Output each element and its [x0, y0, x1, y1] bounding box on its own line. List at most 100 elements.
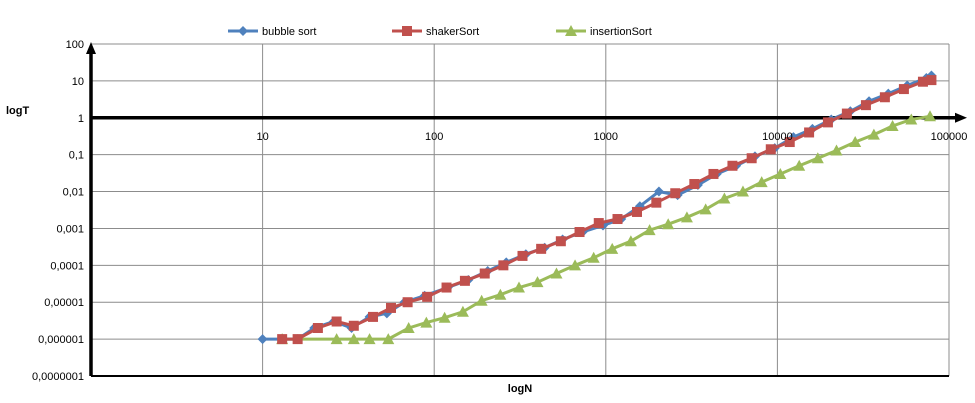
data-point	[368, 311, 379, 322]
data-point	[793, 159, 806, 171]
data-point	[292, 334, 303, 345]
y-tick-label: 1	[78, 113, 84, 125]
data-point	[727, 160, 738, 171]
data-point	[385, 302, 396, 313]
data-point	[498, 260, 509, 271]
data-point	[456, 305, 469, 317]
data-point	[624, 235, 637, 247]
data-point	[531, 276, 544, 288]
y-tick-label: 0,001	[56, 223, 84, 235]
data-point	[382, 333, 395, 345]
x-tick-label: 100	[425, 131, 443, 143]
data-point	[905, 113, 918, 125]
data-point	[924, 110, 937, 122]
legend-label: shakerSort	[426, 26, 479, 38]
y-axis-arrow	[86, 42, 96, 54]
data-point	[879, 92, 890, 103]
grid	[91, 43, 950, 377]
data-point	[811, 152, 824, 164]
data-point	[438, 311, 451, 323]
series-shakersort	[277, 75, 937, 345]
x-axis-arrow	[955, 112, 967, 123]
legend-label: bubble sort	[262, 26, 316, 38]
data-point	[593, 218, 604, 229]
data-point	[917, 76, 928, 87]
data-point	[830, 144, 843, 156]
data-point	[512, 281, 525, 293]
legend-label: insertionSort	[590, 26, 652, 38]
data-point	[718, 192, 731, 204]
y-tick-label: 0,00001	[44, 297, 84, 309]
data-point	[708, 168, 719, 179]
series-bubble-sort	[257, 70, 937, 345]
data-point	[841, 108, 852, 119]
data-point	[277, 334, 288, 345]
data-point	[774, 167, 787, 179]
axes	[86, 42, 967, 377]
data-point	[587, 251, 600, 263]
tick-labels: 100 10 1 0,1 0,01 0,001 0,0001 0,00001 0,000001 0…	[32, 39, 967, 383]
legend-item: insertionSort	[556, 25, 652, 38]
data-point	[804, 127, 815, 138]
data-point	[331, 316, 342, 327]
data-point	[347, 333, 360, 345]
x-tick-label: 10000	[762, 131, 793, 143]
data-point	[784, 137, 795, 148]
legend-item: shakerSort	[392, 26, 479, 38]
data-point	[420, 316, 433, 328]
data-point	[898, 84, 909, 95]
y-tick-label: 0,0000001	[32, 371, 84, 383]
data-point	[849, 136, 862, 148]
data-point	[612, 214, 623, 225]
data-point	[755, 176, 768, 188]
data-point	[422, 291, 433, 302]
legend: bubble sort shakerSort insertionSort	[228, 25, 652, 38]
data-point	[886, 119, 899, 131]
data-point	[479, 268, 490, 279]
data-point	[606, 242, 619, 254]
data-point	[348, 320, 359, 331]
data-point	[475, 294, 488, 306]
y-tick-label: 0,01	[63, 187, 84, 199]
data-point	[257, 334, 268, 345]
data-point	[643, 224, 656, 236]
data-point	[662, 218, 675, 230]
data-point	[746, 153, 757, 164]
data-point	[441, 282, 452, 293]
data-point	[651, 197, 662, 208]
x-tick-label: 10	[256, 131, 268, 143]
data-point	[822, 117, 833, 128]
series-insertionsort	[276, 110, 937, 345]
legend-marker	[402, 26, 412, 36]
series-line	[282, 114, 931, 341]
data-point	[459, 275, 470, 286]
data-point	[860, 100, 871, 111]
y-tick-label: 0,1	[69, 150, 84, 162]
legend-item: bubble sort	[228, 26, 316, 38]
y-tick-label: 0,000001	[38, 334, 84, 346]
x-axis-title: logN	[508, 383, 532, 395]
data-point	[536, 243, 547, 254]
legend-marker	[238, 26, 248, 36]
data-point	[574, 227, 585, 238]
y-tick-label: 0,0001	[50, 260, 84, 272]
data-point	[550, 267, 563, 279]
data-point	[494, 288, 507, 300]
y-tick-label: 10	[72, 76, 84, 88]
x-tick-label: 100000	[931, 131, 968, 143]
data-point	[312, 323, 323, 334]
data-point	[402, 322, 415, 334]
y-axis-title: logT	[6, 105, 29, 117]
legend-marker	[565, 25, 577, 36]
data-point	[699, 203, 712, 215]
data-point	[765, 144, 776, 155]
data-point	[867, 128, 880, 140]
data-point	[689, 179, 700, 190]
data-point	[330, 333, 343, 345]
data-point	[363, 333, 376, 345]
series-layer	[257, 70, 937, 345]
data-point	[653, 186, 664, 197]
data-point	[402, 297, 413, 308]
